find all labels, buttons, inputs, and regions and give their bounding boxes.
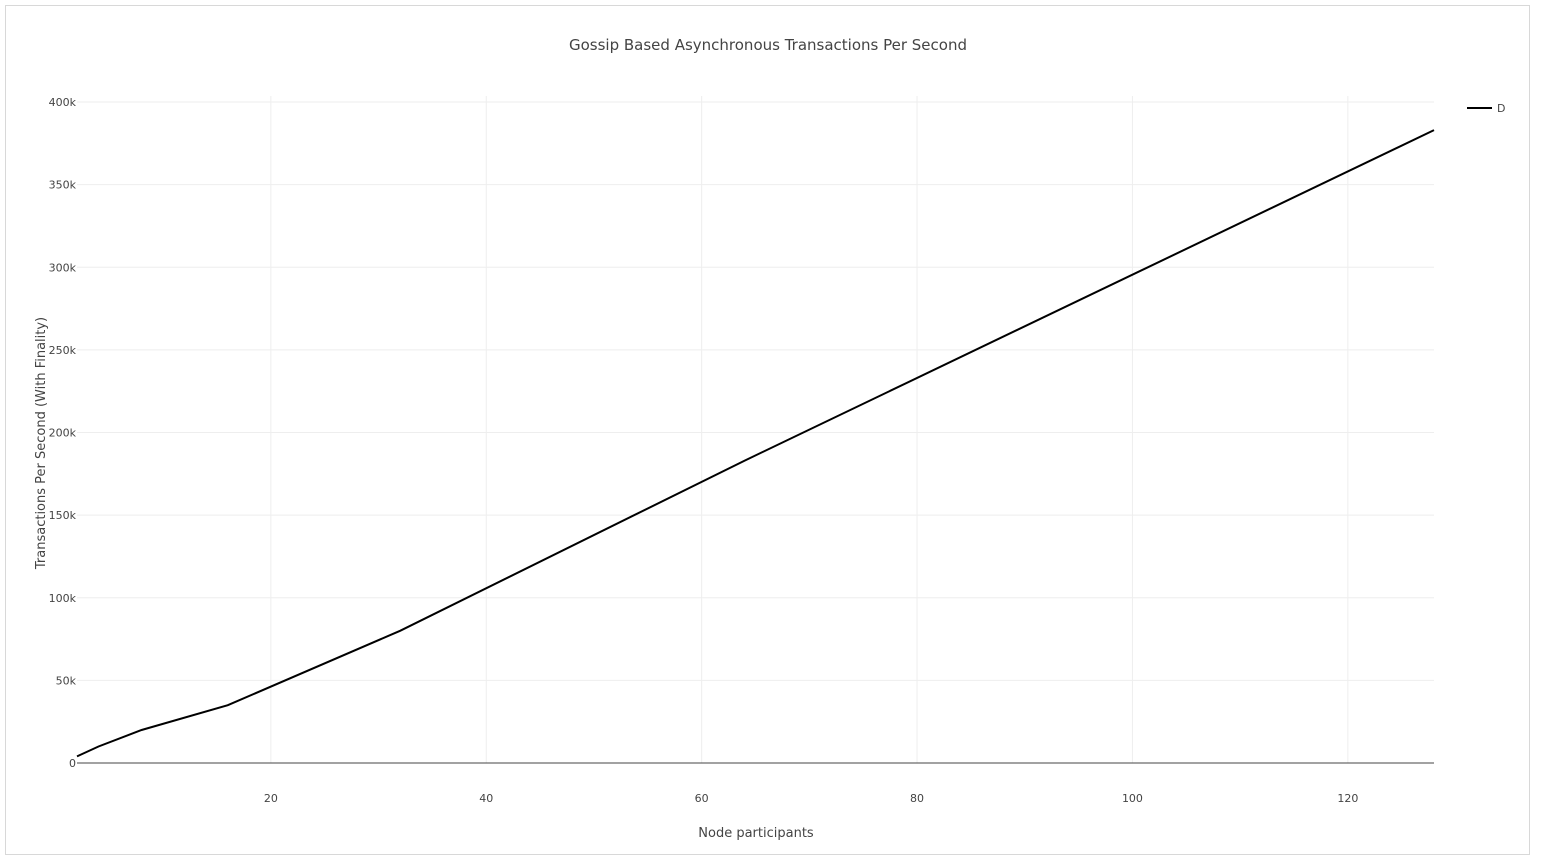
chart-title: Gossip Based Asynchronous Transactions P… <box>569 36 967 54</box>
legend-label-d: D <box>1497 102 1505 115</box>
grid-lines <box>77 96 1434 764</box>
y-tick-label: 400k <box>49 96 77 109</box>
y-tick-label: 0 <box>69 757 76 770</box>
y-axis-title: Transactions Per Second (With Finality) <box>34 317 49 570</box>
y-tick-label: 350k <box>49 179 77 192</box>
y-tick-label: 150k <box>49 509 77 522</box>
y-tick-label: 100k <box>49 592 77 605</box>
y-tick-label: 200k <box>49 427 77 440</box>
y-tick-label: 250k <box>49 344 77 357</box>
x-tick-label: 120 <box>1337 792 1358 805</box>
x-axis-title: Node participants <box>698 826 814 841</box>
chart-frame <box>5 5 1530 855</box>
y-tick-label: 50k <box>56 674 77 687</box>
series-layer <box>76 129 1435 758</box>
x-tick-label: 60 <box>695 792 709 805</box>
x-tick-label: 80 <box>910 792 924 805</box>
legend[interactable]: D <box>1467 102 1505 115</box>
tick-labels: 20 40 60 80 100 120 0 50k 100k 150k 200k 250k 300k 35… <box>49 96 1359 805</box>
y-tick-label: 300k <box>49 261 77 274</box>
series-line-d <box>76 129 1435 758</box>
x-tick-label: 40 <box>479 792 493 805</box>
x-tick-label: 20 <box>264 792 278 805</box>
x-tick-label: 100 <box>1122 792 1143 805</box>
